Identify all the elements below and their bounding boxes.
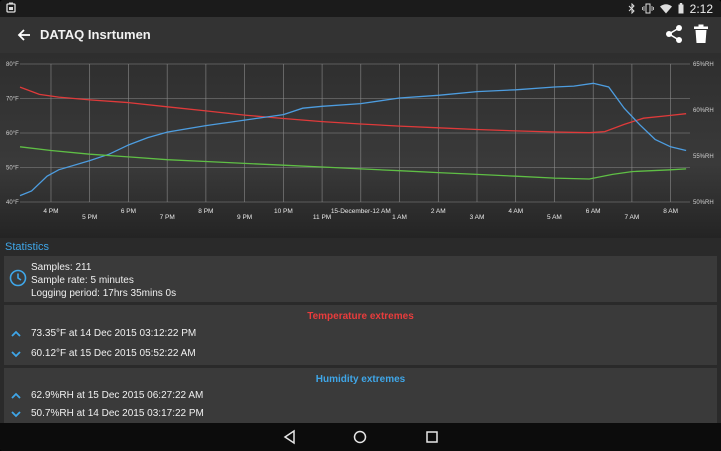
x-tick-label: 8 PM xyxy=(198,208,213,215)
x-tick-label: 15-December-12 AM xyxy=(331,208,391,215)
x-tick-label: 11 PM xyxy=(313,214,331,221)
x-tick-label: 8 AM xyxy=(663,208,678,215)
series-line-1 xyxy=(19,86,687,134)
humidity-min-row: 50.7%RH at 14 Dec 2015 03:17:22 PM xyxy=(4,406,717,426)
chevron-down-icon xyxy=(11,351,21,358)
x-tick-label: 6 PM xyxy=(121,208,136,215)
share-icon[interactable] xyxy=(664,24,684,44)
right-axis-label: 55%RH xyxy=(693,154,714,160)
temperature-min-row: 60.12°F at 15 Dec 2015 05:52:22 AM xyxy=(4,346,717,366)
x-tick-label: 4 PM xyxy=(43,208,58,215)
left-axis-label: 80°F xyxy=(6,62,19,68)
x-tick-label: 4 AM xyxy=(508,208,523,215)
statistics-card: Samples: 211 Sample rate: 5 minutes Logg… xyxy=(4,256,717,303)
x-tick-label: 6 AM xyxy=(586,208,601,215)
right-axis-label: 50%RH xyxy=(693,200,714,206)
x-tick-label: 7 PM xyxy=(160,214,175,221)
sensor-chart[interactable]: 80°F 70°F 60°F 50°F 40°F 65%RH 60%RH 55%RH 50%R… xyxy=(0,53,721,238)
navigation-bar xyxy=(0,423,721,451)
x-tick-label: 5 AM xyxy=(547,214,562,221)
right-axis-label: 60%RH xyxy=(693,108,714,114)
battery-icon xyxy=(678,3,684,14)
app-title: DATAQ Insrtumen xyxy=(40,27,151,42)
notification-icon xyxy=(6,2,16,13)
wifi-icon xyxy=(659,3,672,13)
app-bar: DATAQ Insrtumen xyxy=(0,17,721,53)
nav-back-icon[interactable] xyxy=(282,429,298,445)
chart-series xyxy=(19,82,687,197)
chevron-down-icon xyxy=(11,411,21,418)
bluetooth-icon xyxy=(628,3,635,14)
x-axis: 4 PM 5 PM 6 PM 7 PM 8 PM 9 PM 10 PM 11 PM15-Dec… xyxy=(43,208,678,221)
humidity-extremes-card: Humidity extremes 62.9%RH at 15 Dec 2015… xyxy=(4,368,717,423)
humidity-max: 62.9%RH at 15 Dec 2015 06:27:22 AM xyxy=(31,390,204,401)
sample-rate: Sample rate: 5 minutes xyxy=(31,275,134,286)
x-tick-label: 7 AM xyxy=(625,214,640,221)
humidity-extremes-heading: Humidity extremes xyxy=(315,374,406,385)
temperature-extremes-card: Temperature extremes 73.35°F at 14 Dec 2… xyxy=(4,305,717,365)
delete-icon[interactable] xyxy=(692,24,710,44)
left-axis-label: 70°F xyxy=(6,97,19,103)
right-axis: 65%RH 60%RH 55%RH 50%RH xyxy=(693,62,714,206)
chevron-up-icon xyxy=(11,392,21,399)
temperature-min: 60.12°F at 15 Dec 2015 05:52:22 AM xyxy=(31,348,196,359)
nav-recents-icon[interactable] xyxy=(424,429,440,445)
humidity-min: 50.7%RH at 14 Dec 2015 03:17:22 PM xyxy=(31,408,204,419)
left-axis-label: 60°F xyxy=(6,131,19,137)
statistics-title: Statistics xyxy=(5,241,50,253)
x-tick-label: 1 AM xyxy=(392,214,407,221)
left-axis-label: 40°F xyxy=(6,200,19,206)
chevron-up-icon xyxy=(11,330,21,337)
temperature-extremes-heading: Temperature extremes xyxy=(307,311,414,322)
status-bar: 2:12 xyxy=(0,0,721,17)
x-tick-label: 10 PM xyxy=(274,208,293,215)
temperature-max: 73.35°F at 14 Dec 2015 03:12:22 PM xyxy=(31,328,197,339)
logging-period: Logging period: 17hrs 35mins 0s xyxy=(31,288,177,299)
series-line-3 xyxy=(19,146,687,180)
x-tick-label: 2 AM xyxy=(431,208,446,215)
x-tick-label: 9 PM xyxy=(237,214,252,221)
status-time: 2:12 xyxy=(689,1,713,16)
back-arrow-icon[interactable] xyxy=(14,25,36,45)
samples-count: Samples: 211 xyxy=(31,262,92,273)
left-axis: 80°F 70°F 60°F 50°F 40°F xyxy=(6,62,19,206)
left-axis-label: 50°F xyxy=(6,166,19,172)
series-line-2 xyxy=(19,82,687,197)
clock-icon xyxy=(9,269,27,287)
temperature-max-row: 73.35°F at 14 Dec 2015 03:12:22 PM xyxy=(4,326,717,346)
nav-home-icon[interactable] xyxy=(352,429,368,445)
humidity-max-row: 62.9%RH at 15 Dec 2015 06:27:22 AM xyxy=(4,388,717,408)
vibrate-icon xyxy=(641,3,654,14)
x-tick-label: 5 PM xyxy=(82,214,97,221)
right-axis-label: 65%RH xyxy=(693,62,714,68)
x-tick-label: 3 AM xyxy=(470,214,485,221)
